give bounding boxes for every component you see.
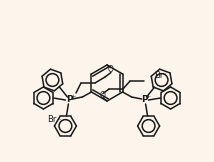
Text: O: O: [100, 92, 106, 100]
Text: P: P: [141, 96, 148, 104]
Text: Br: Br: [48, 116, 57, 125]
Text: +: +: [146, 94, 151, 99]
Text: O: O: [108, 65, 114, 75]
Text: Br: Br: [155, 71, 164, 81]
Text: ⁻: ⁻: [58, 118, 61, 124]
Text: ⁻: ⁻: [163, 72, 166, 78]
Text: +: +: [70, 94, 76, 99]
Text: P: P: [66, 96, 73, 104]
